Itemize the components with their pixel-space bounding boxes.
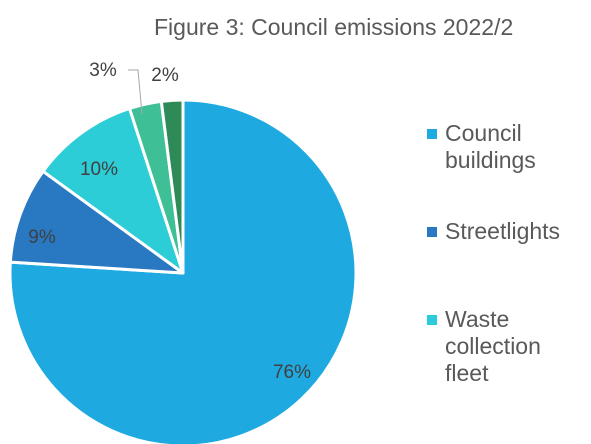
- pie-slice: [159, 98, 185, 275]
- legend-label: Council buildings: [445, 120, 536, 173]
- slice-data-label: 9%: [28, 227, 56, 248]
- slice-data-label: 10%: [80, 159, 118, 180]
- leader-line: [128, 69, 143, 115]
- legend-swatch: [427, 227, 437, 237]
- legend-label: Streetlights: [445, 218, 561, 244]
- chart-title: Figure 3: Council emissions 2022/2: [154, 14, 514, 40]
- legend-label: Waste collection fleet: [445, 306, 541, 386]
- pie-slice: [8, 169, 185, 275]
- slice-data-label: 2%: [151, 65, 179, 86]
- slice-data-label: 3%: [89, 60, 117, 81]
- legend-swatch: [427, 129, 437, 139]
- slice-data-label: 76%: [273, 362, 311, 383]
- pie-slice: [41, 106, 185, 275]
- legend-swatch: [427, 315, 437, 325]
